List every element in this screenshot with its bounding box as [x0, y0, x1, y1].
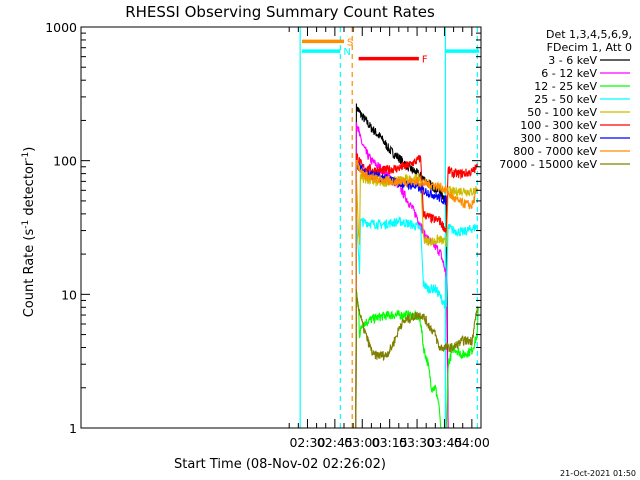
- legend: Det 1,3,4,5,6,9,FDecim 1, Att 03 - 6 keV…: [499, 28, 632, 171]
- y-tick-label-1: 10: [61, 287, 77, 302]
- series-line-6: [355, 162, 447, 428]
- flag-label-n: N: [343, 47, 350, 58]
- x-tick-label-3: 03:15: [372, 435, 408, 450]
- plot-frame: [80, 26, 482, 429]
- legend-label-2: 12 - 25 keV: [534, 80, 597, 93]
- x-tick-label-5: 03:45: [426, 435, 462, 450]
- x-tick-label-1: 02:45: [317, 435, 353, 450]
- series-line-8: [355, 289, 478, 428]
- footer-timestamp: 21-Oct-2021 01:50: [560, 469, 636, 478]
- flag-label-s: S: [347, 37, 353, 48]
- y-tick-label-2: 100: [53, 154, 77, 169]
- series-line-3: [355, 215, 478, 428]
- legend-header-1: FDecim 1, Att 0: [547, 41, 632, 54]
- legend-label-1: 6 - 12 keV: [541, 67, 597, 80]
- x-tick-label-6: 04:00: [454, 435, 490, 450]
- flag-label-f: F: [422, 55, 428, 66]
- series-line-0: [355, 103, 449, 428]
- x-tick-label-0: 02:30: [289, 435, 325, 450]
- legend-label-6: 300 - 800 keV: [520, 132, 597, 145]
- legend-label-4: 50 - 100 keV: [527, 106, 597, 119]
- chart-title: RHESSI Observing Summary Count Rates: [125, 3, 435, 21]
- y-axis-label: Count Rate (s-1 detector-1): [21, 147, 37, 318]
- plot-area: [299, 27, 480, 428]
- series-line-7: [355, 159, 478, 428]
- legend-header-0: Det 1,3,4,5,6,9,: [546, 28, 632, 41]
- y-tick-label-0: 1: [69, 421, 77, 436]
- series-line-5: [355, 152, 478, 428]
- y-tick-label-3: 1000: [45, 20, 77, 35]
- series-line-4: [355, 173, 478, 428]
- legend-label-3: 25 - 50 keV: [534, 93, 597, 106]
- legend-label-0: 3 - 6 keV: [548, 54, 597, 67]
- x-tick-label-2: 03:00: [344, 435, 380, 450]
- x-axis-label: Start Time (08-Nov-02 02:26:02): [174, 457, 386, 472]
- legend-label-8: 7000 - 15000 keV: [499, 158, 597, 171]
- legend-label-5: 100 - 300 keV: [520, 119, 597, 132]
- legend-label-7: 800 - 7000 keV: [513, 145, 597, 158]
- x-tick-label-4: 03:30: [399, 435, 435, 450]
- axis-ticks: 1 10 100 1000 02:3002:4503:0003:1503:3003:45…: [45, 20, 490, 450]
